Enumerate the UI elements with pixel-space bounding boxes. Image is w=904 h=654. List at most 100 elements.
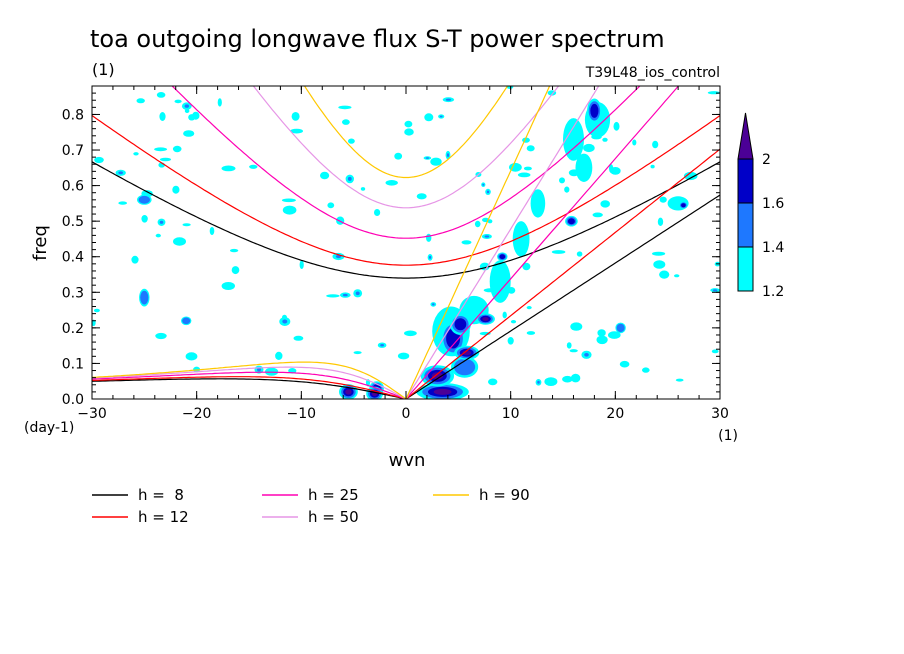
contour-speckle-core — [486, 190, 490, 194]
contour-speckle — [404, 330, 417, 337]
x-tick-label: −30 — [77, 406, 107, 422]
chart-title: toa outgoing longwave flux S-T power spe… — [90, 25, 665, 53]
contour-speckle — [159, 112, 166, 121]
contour-blob — [482, 317, 489, 321]
contour-blob — [616, 323, 625, 333]
rossby-curve-h50 — [92, 366, 407, 399]
contour-speckle — [570, 373, 581, 383]
contour-speckle — [185, 352, 198, 361]
contour-speckle — [602, 137, 608, 142]
contour-speckle — [510, 320, 517, 324]
contour-speckle — [141, 215, 148, 223]
contour-speckle — [576, 251, 583, 257]
contour-speckle — [154, 147, 168, 152]
contour-speckle — [385, 180, 398, 186]
contour-speckle — [156, 92, 166, 98]
contour-speckle-core — [380, 344, 384, 347]
contour-blob — [489, 260, 511, 303]
contour-speckle — [592, 212, 603, 218]
contour-speckle — [327, 202, 335, 209]
contour-speckle — [231, 266, 240, 275]
contour-speckle — [133, 152, 139, 156]
contour-speckle-core — [537, 380, 540, 384]
x-axis-label: wvn — [389, 450, 426, 471]
y-tick-label: 0.7 — [62, 143, 84, 159]
contour-speckle — [94, 156, 104, 164]
x-tick-label: 20 — [606, 406, 624, 422]
contour-layer — [92, 86, 720, 399]
contour-speckle — [184, 109, 190, 113]
contour-speckle — [424, 113, 434, 122]
ig-curve-h25 — [171, 86, 641, 239]
contour-speckle — [597, 329, 606, 337]
contour-speckle — [93, 308, 100, 313]
contour-blob — [138, 195, 150, 204]
plot-background — [92, 86, 720, 399]
x-tick-label: −10 — [287, 406, 317, 422]
contour-speckle — [632, 139, 637, 146]
contour-speckle — [397, 352, 410, 360]
y-tick-label: 0.3 — [62, 285, 84, 301]
contour-speckle — [674, 274, 680, 278]
contour-blob — [563, 118, 584, 161]
legend-label: h = 25 — [308, 486, 359, 504]
contour-speckle — [613, 121, 620, 131]
rossby-curve-h90 — [92, 361, 407, 399]
y-axis: 0.0 0.1 0.2 0.3 0.4 0.5 0.6 0.7 0.8 — [62, 85, 720, 408]
contour-speckle — [517, 172, 531, 178]
contour-speckle-core — [439, 115, 443, 118]
contour-speckle — [174, 99, 182, 104]
kelvin-curve-h90 — [405, 86, 551, 399]
contour-speckle — [282, 205, 297, 215]
contour-speckle — [221, 165, 236, 172]
contour-speckle-core — [282, 319, 288, 324]
legend-label: h = 12 — [138, 508, 189, 526]
legend-label: h = 90 — [479, 486, 530, 504]
y-tick-label: 0.2 — [62, 321, 84, 337]
contour-speckle — [570, 322, 583, 331]
contour-blob — [499, 254, 506, 260]
contour-speckle — [650, 164, 655, 169]
kelvin-curve-h8 — [405, 194, 720, 399]
contour-speckle-core — [584, 353, 589, 357]
contour-blob — [567, 218, 575, 225]
contour-speckle — [131, 255, 139, 264]
contour-speckle-core — [446, 153, 450, 158]
contour-speckle — [209, 227, 215, 235]
contour-speckle — [522, 262, 531, 271]
y-tick-label: 0.4 — [62, 250, 84, 266]
contour-speckle — [249, 164, 258, 169]
contour-blob — [454, 318, 467, 331]
contour-speckle — [619, 360, 630, 368]
contour-speckle — [564, 186, 570, 193]
contour-speckle — [526, 331, 536, 335]
contour-speckle-core — [432, 303, 435, 306]
contour-speckle-core — [484, 235, 490, 238]
contour-speckle — [404, 120, 413, 128]
contour-speckle — [338, 105, 352, 110]
contour-speckle-core — [482, 183, 485, 186]
contour-speckle — [509, 162, 522, 172]
contour-speckle — [474, 220, 481, 228]
curve-legend: h = 8 h = 12 h = 25 h = 50 h = 90 — [92, 486, 530, 526]
contour-speckle — [299, 260, 304, 270]
contour-speckle — [526, 145, 535, 152]
contour-speckle — [711, 349, 719, 354]
contour-speckle — [173, 237, 186, 246]
contour-blob — [140, 290, 149, 305]
colorbar: 1.2 1.4 1.6 2 — [737, 112, 784, 300]
plot-area — [91, 85, 721, 400]
contour-blob — [530, 189, 546, 218]
contour-speckle — [559, 177, 565, 184]
contour-speckle — [281, 198, 296, 203]
contour-speckle-core — [118, 171, 123, 175]
x-tick-label: 10 — [502, 406, 520, 422]
contour-speckle — [657, 217, 664, 226]
contour-speckle — [609, 164, 614, 173]
contour-speckle — [652, 140, 659, 149]
contour-speckle — [217, 98, 222, 107]
contour-speckle — [374, 209, 381, 216]
contour-speckle — [675, 378, 684, 382]
contour-speckle — [507, 337, 514, 345]
